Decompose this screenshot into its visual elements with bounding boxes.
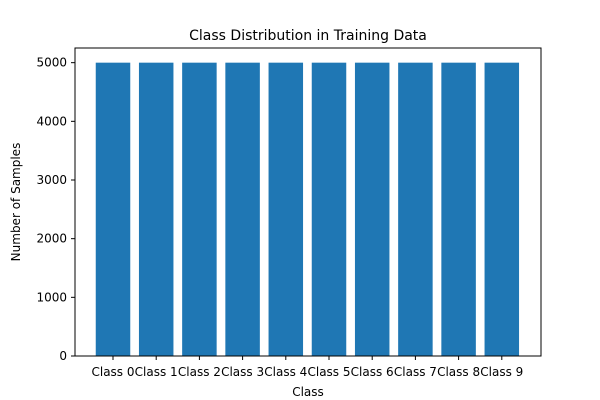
y-tick-label-0: 0 xyxy=(59,349,67,363)
y-tick-label-1: 1000 xyxy=(36,290,67,304)
x-axis-label: Class xyxy=(292,385,324,399)
bar-9 xyxy=(484,62,520,357)
chart-title: Class Distribution in Training Data xyxy=(189,28,427,44)
bar-5 xyxy=(311,62,347,357)
x-tick-label-8: Class 8 xyxy=(437,365,480,379)
y-tick-label-5: 5000 xyxy=(36,56,67,70)
bar-6 xyxy=(354,62,390,357)
y-tick-label-2: 2000 xyxy=(36,232,67,246)
bar-4 xyxy=(268,62,304,357)
y-tick-label-3: 3000 xyxy=(36,173,67,187)
bar-7 xyxy=(398,62,433,357)
x-tick-label-4: Class 4 xyxy=(264,365,307,379)
bar-0 xyxy=(95,62,131,357)
x-tick-label-0: Class 0 xyxy=(91,365,134,379)
x-tick-label-5: Class 5 xyxy=(307,365,350,379)
x-tick-label-1: Class 1 xyxy=(135,365,178,379)
bar-2 xyxy=(182,62,217,357)
y-axis-label: Number of Samples xyxy=(9,143,23,262)
x-tick-label-6: Class 6 xyxy=(351,365,394,379)
plot-frame xyxy=(74,47,542,357)
x-tick-label-2: Class 2 xyxy=(178,365,221,379)
y-tick-label-4: 4000 xyxy=(36,114,67,128)
bar-3 xyxy=(225,62,260,357)
bar-1 xyxy=(138,62,174,357)
x-tick-label-7: Class 7 xyxy=(394,365,437,379)
x-tick-label-3: Class 3 xyxy=(221,365,264,379)
x-tick-label-9: Class 9 xyxy=(480,365,523,379)
bar-8 xyxy=(441,62,476,357)
